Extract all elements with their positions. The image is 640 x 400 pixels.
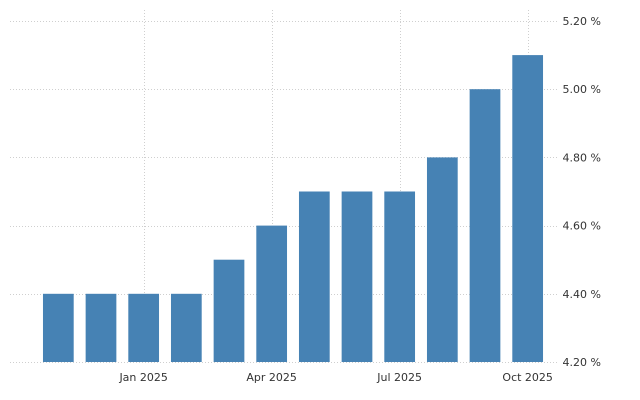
x-tick-label: Jan 2025: [118, 371, 167, 384]
y-tick-label: 4.40 %: [563, 288, 601, 301]
bar-aug-2025: [426, 157, 458, 362]
bar-mar-2025: [213, 259, 245, 362]
x-tick-label: Jul 2025: [376, 371, 422, 384]
y-tick-label: 4.80 %: [563, 151, 601, 164]
bar-nov-2024: [42, 293, 74, 362]
y-tick-label: 4.60 %: [563, 220, 601, 233]
bar-oct-2025: [512, 55, 544, 362]
bars: [42, 55, 544, 362]
y-axis-ticks: 5.20 % 5.00 % 4.80 % 4.60 % 4.40 % 4.20 %: [563, 15, 601, 369]
bar-jan-2025: [128, 293, 160, 362]
bar-jun-2025: [341, 191, 373, 362]
x-axis-ticks: Jan 2025 Apr 2025 Jul 2025 Oct 2025: [118, 371, 552, 384]
y-tick-label: 5.00 %: [563, 83, 601, 96]
bar-dec-2024: [85, 293, 117, 362]
bar-may-2025: [298, 191, 330, 362]
x-tick-label: Apr 2025: [246, 371, 297, 384]
y-tick-label: 5.20 %: [563, 15, 601, 28]
bar-jul-2025: [384, 191, 416, 362]
bar-apr-2025: [256, 225, 288, 362]
x-tick-label: Oct 2025: [502, 371, 553, 384]
bar-feb-2025: [170, 293, 202, 362]
y-tick-label: 4.20 %: [563, 356, 601, 369]
bar-sep-2025: [469, 89, 501, 362]
